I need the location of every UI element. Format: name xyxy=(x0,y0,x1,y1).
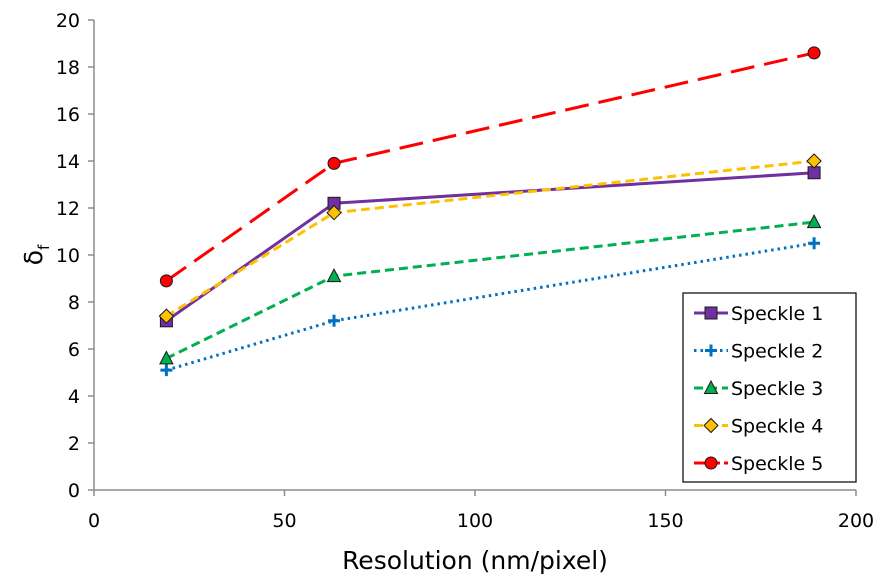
y-tick-label: 16 xyxy=(56,104,80,126)
data-point xyxy=(328,314,341,327)
data-point xyxy=(327,156,341,170)
y-tick-label: 20 xyxy=(56,10,80,32)
data-point xyxy=(159,350,174,365)
series-3 xyxy=(159,214,822,365)
y-tick-label: 8 xyxy=(68,292,80,314)
series-line xyxy=(165,51,815,283)
data-point xyxy=(158,308,175,324)
y-axis-title: δf xyxy=(19,244,53,265)
y-tick-label: 14 xyxy=(56,151,80,173)
legend-label: Speckle 1 xyxy=(731,303,823,325)
data-point xyxy=(160,364,173,377)
legend-marker xyxy=(705,344,717,357)
legend-item: Speckle 3 xyxy=(694,378,823,400)
y-axis-title-main: δ xyxy=(19,250,48,265)
data-point xyxy=(326,204,342,221)
data-point xyxy=(808,237,821,250)
y-tick-label: 12 xyxy=(56,198,80,220)
legend-marker xyxy=(703,417,719,434)
legend: Speckle 1 Speckle 2 Speckle 3 Speckle 4 Spec… xyxy=(682,292,857,483)
y-tick-label: 0 xyxy=(68,480,80,502)
y-axis-ticks: 0 2 4 6 8 10 12 14 16 18 20 xyxy=(56,10,94,502)
x-tick-label: 150 xyxy=(647,510,683,532)
series-layer xyxy=(158,46,822,377)
x-axis-title: Resolution (nm/pixel) xyxy=(342,546,608,575)
data-point xyxy=(806,153,822,169)
data-point xyxy=(326,268,342,283)
x-tick-label: 50 xyxy=(272,510,296,532)
series-1 xyxy=(159,166,821,328)
series-5 xyxy=(159,46,821,288)
x-axis-ticks: 0 50 100 150 200 xyxy=(88,490,874,532)
y-tick-label: 2 xyxy=(68,433,80,455)
legend-label: Speckle 5 xyxy=(731,453,823,475)
legend-item: Speckle 5 xyxy=(694,453,823,475)
y-tick-label: 4 xyxy=(68,386,80,408)
x-tick-label: 100 xyxy=(457,510,493,532)
series-4 xyxy=(158,153,822,324)
legend-item: Speckle 2 xyxy=(694,341,823,363)
x-tick-label: 200 xyxy=(838,510,874,532)
y-tick-label: 18 xyxy=(56,57,80,79)
series-2 xyxy=(160,237,821,377)
y-tick-label: 6 xyxy=(68,339,80,361)
x-tick-label: 0 xyxy=(88,510,100,532)
legend-marker xyxy=(704,306,718,320)
legend-label: Speckle 2 xyxy=(731,341,823,363)
legend-label: Speckle 4 xyxy=(731,416,823,438)
legend-item: Speckle 4 xyxy=(694,416,823,438)
legend-marker xyxy=(704,456,718,470)
legend-item: Speckle 1 xyxy=(694,303,823,325)
data-point xyxy=(807,46,821,60)
legend-marker xyxy=(703,379,719,394)
data-point xyxy=(806,214,822,229)
y-axis-title-subscript: f xyxy=(35,244,53,250)
data-point xyxy=(159,274,173,288)
legend-label: Speckle 3 xyxy=(731,378,823,400)
y-tick-label: 10 xyxy=(56,245,80,267)
